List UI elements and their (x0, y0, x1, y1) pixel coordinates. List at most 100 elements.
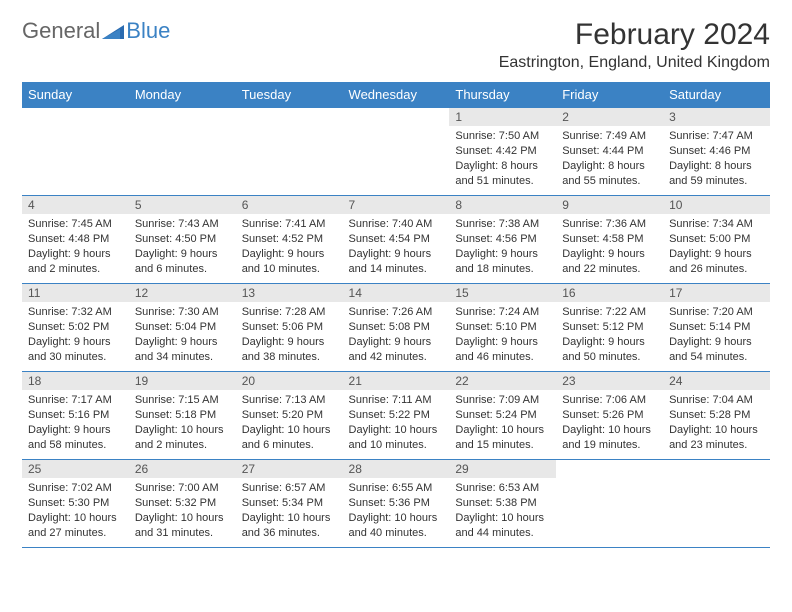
sunset-text: Sunset: 5:34 PM (242, 496, 337, 511)
day-cell: 6Sunrise: 7:41 AMSunset: 4:52 PMDaylight… (236, 196, 343, 284)
sunrise-text: Sunrise: 7:06 AM (562, 393, 657, 408)
sunrise-text: Sunrise: 7:47 AM (669, 129, 764, 144)
day-info: Sunrise: 7:36 AMSunset: 4:58 PMDaylight:… (556, 214, 663, 279)
day-cell (343, 108, 450, 196)
daylight-text: Daylight: 9 hours and 22 minutes. (562, 247, 657, 277)
day-cell: 19Sunrise: 7:15 AMSunset: 5:18 PMDayligh… (129, 372, 236, 460)
day-info: Sunrise: 7:00 AMSunset: 5:32 PMDaylight:… (129, 478, 236, 543)
day-info: Sunrise: 7:06 AMSunset: 5:26 PMDaylight:… (556, 390, 663, 455)
day-info: Sunrise: 7:28 AMSunset: 5:06 PMDaylight:… (236, 302, 343, 367)
daylight-text: Daylight: 8 hours and 51 minutes. (455, 159, 550, 189)
day-info: Sunrise: 7:11 AMSunset: 5:22 PMDaylight:… (343, 390, 450, 455)
sunrise-text: Sunrise: 7:30 AM (135, 305, 230, 320)
day-number: 13 (236, 284, 343, 302)
daylight-text: Daylight: 9 hours and 10 minutes. (242, 247, 337, 277)
day-info: Sunrise: 7:47 AMSunset: 4:46 PMDaylight:… (663, 126, 770, 191)
day-cell: 7 Sunrise: 7:40 AMSunset: 4:54 PMDaylight… (343, 196, 450, 284)
day-number: 1 (449, 108, 556, 126)
daylight-text: Daylight: 9 hours and 46 minutes. (455, 335, 550, 365)
day-cell: 18Sunrise: 7:17 AMSunset: 5:16 PMDayligh… (22, 372, 129, 460)
day-number: 23 (556, 372, 663, 390)
sunrise-text: Sunrise: 7:17 AM (28, 393, 123, 408)
col-sun: Sunday (22, 82, 129, 108)
day-number: 24 (663, 372, 770, 390)
day-number: 16 (556, 284, 663, 302)
sunrise-text: Sunrise: 7:43 AM (135, 217, 230, 232)
day-cell: 14Sunrise: 7:26 AMSunset: 5:08 PMDayligh… (343, 284, 450, 372)
logo: General Blue (22, 18, 170, 44)
sunset-text: Sunset: 4:58 PM (562, 232, 657, 247)
day-cell: 11Sunrise: 7:32 AMSunset: 5:02 PMDayligh… (22, 284, 129, 372)
month-title: February 2024 (499, 18, 770, 52)
daylight-text: Daylight: 10 hours and 44 minutes. (455, 511, 550, 541)
day-info: Sunrise: 6:53 AMSunset: 5:38 PMDaylight:… (449, 478, 556, 543)
day-number: 21 (343, 372, 450, 390)
daylight-text: Daylight: 9 hours and 42 minutes. (349, 335, 444, 365)
sunrise-text: Sunrise: 7:36 AM (562, 217, 657, 232)
day-number: 8 (449, 196, 556, 214)
day-info: Sunrise: 7:30 AMSunset: 5:04 PMDaylight:… (129, 302, 236, 367)
day-info: Sunrise: 6:57 AMSunset: 5:34 PMDaylight:… (236, 478, 343, 543)
day-number: 18 (22, 372, 129, 390)
sunrise-text: Sunrise: 7:49 AM (562, 129, 657, 144)
day-number: 9 (556, 196, 663, 214)
sunset-text: Sunset: 5:00 PM (669, 232, 764, 247)
day-number: 10 (663, 196, 770, 214)
day-cell: 9Sunrise: 7:36 AMSunset: 4:58 PMDaylight… (556, 196, 663, 284)
daylight-text: Daylight: 9 hours and 18 minutes. (455, 247, 550, 277)
sunrise-text: Sunrise: 7:09 AM (455, 393, 550, 408)
day-number: 26 (129, 460, 236, 478)
day-number: 5 (129, 196, 236, 214)
sunset-text: Sunset: 5:10 PM (455, 320, 550, 335)
day-cell: 22Sunrise: 7:09 AMSunset: 5:24 PMDayligh… (449, 372, 556, 460)
col-thu: Thursday (449, 82, 556, 108)
sunrise-text: Sunrise: 6:55 AM (349, 481, 444, 496)
day-info: Sunrise: 7:41 AMSunset: 4:52 PMDaylight:… (236, 214, 343, 279)
daylight-text: Daylight: 10 hours and 36 minutes. (242, 511, 337, 541)
sunset-text: Sunset: 5:30 PM (28, 496, 123, 511)
day-info: Sunrise: 7:49 AMSunset: 4:44 PMDaylight:… (556, 126, 663, 191)
day-info: Sunrise: 7:17 AMSunset: 5:16 PMDaylight:… (22, 390, 129, 455)
sunset-text: Sunset: 4:44 PM (562, 144, 657, 159)
day-number: 3 (663, 108, 770, 126)
day-number: 7 (343, 196, 450, 214)
daylight-text: Daylight: 10 hours and 6 minutes. (242, 423, 337, 453)
day-cell (22, 108, 129, 196)
sunset-text: Sunset: 4:54 PM (349, 232, 444, 247)
sunrise-text: Sunrise: 6:57 AM (242, 481, 337, 496)
sunrise-text: Sunrise: 7:40 AM (349, 217, 444, 232)
day-number: 4 (22, 196, 129, 214)
day-cell: 16Sunrise: 7:22 AMSunset: 5:12 PMDayligh… (556, 284, 663, 372)
day-cell: 23Sunrise: 7:06 AMSunset: 5:26 PMDayligh… (556, 372, 663, 460)
day-number: 15 (449, 284, 556, 302)
day-number: 12 (129, 284, 236, 302)
day-number: 6 (236, 196, 343, 214)
title-block: February 2024 Eastrington, England, Unit… (499, 18, 770, 72)
sunset-text: Sunset: 5:18 PM (135, 408, 230, 423)
calendar-table: Sunday Monday Tuesday Wednesday Thursday… (22, 82, 770, 548)
col-fri: Friday (556, 82, 663, 108)
daylight-text: Daylight: 10 hours and 23 minutes. (669, 423, 764, 453)
sunrise-text: Sunrise: 7:22 AM (562, 305, 657, 320)
day-cell: 15Sunrise: 7:24 AMSunset: 5:10 PMDayligh… (449, 284, 556, 372)
sunset-text: Sunset: 5:36 PM (349, 496, 444, 511)
day-cell: 13Sunrise: 7:28 AMSunset: 5:06 PMDayligh… (236, 284, 343, 372)
sunrise-text: Sunrise: 7:02 AM (28, 481, 123, 496)
sunset-text: Sunset: 5:08 PM (349, 320, 444, 335)
day-cell (556, 460, 663, 548)
day-cell: 1Sunrise: 7:50 AMSunset: 4:42 PMDaylight… (449, 108, 556, 196)
sunset-text: Sunset: 5:06 PM (242, 320, 337, 335)
sunset-text: Sunset: 5:04 PM (135, 320, 230, 335)
day-cell: 25Sunrise: 7:02 AMSunset: 5:30 PMDayligh… (22, 460, 129, 548)
daylight-text: Daylight: 9 hours and 14 minutes. (349, 247, 444, 277)
day-cell: 28Sunrise: 6:55 AMSunset: 5:36 PMDayligh… (343, 460, 450, 548)
day-info: Sunrise: 7:04 AMSunset: 5:28 PMDaylight:… (663, 390, 770, 455)
day-info: Sunrise: 7:26 AMSunset: 5:08 PMDaylight:… (343, 302, 450, 367)
day-info: Sunrise: 7:15 AMSunset: 5:18 PMDaylight:… (129, 390, 236, 455)
location-subtitle: Eastrington, England, United Kingdom (499, 54, 770, 72)
day-cell (663, 460, 770, 548)
day-cell: 17Sunrise: 7:20 AMSunset: 5:14 PMDayligh… (663, 284, 770, 372)
day-cell: 29Sunrise: 6:53 AMSunset: 5:38 PMDayligh… (449, 460, 556, 548)
daylight-text: Daylight: 9 hours and 38 minutes. (242, 335, 337, 365)
day-info: Sunrise: 7:09 AMSunset: 5:24 PMDaylight:… (449, 390, 556, 455)
